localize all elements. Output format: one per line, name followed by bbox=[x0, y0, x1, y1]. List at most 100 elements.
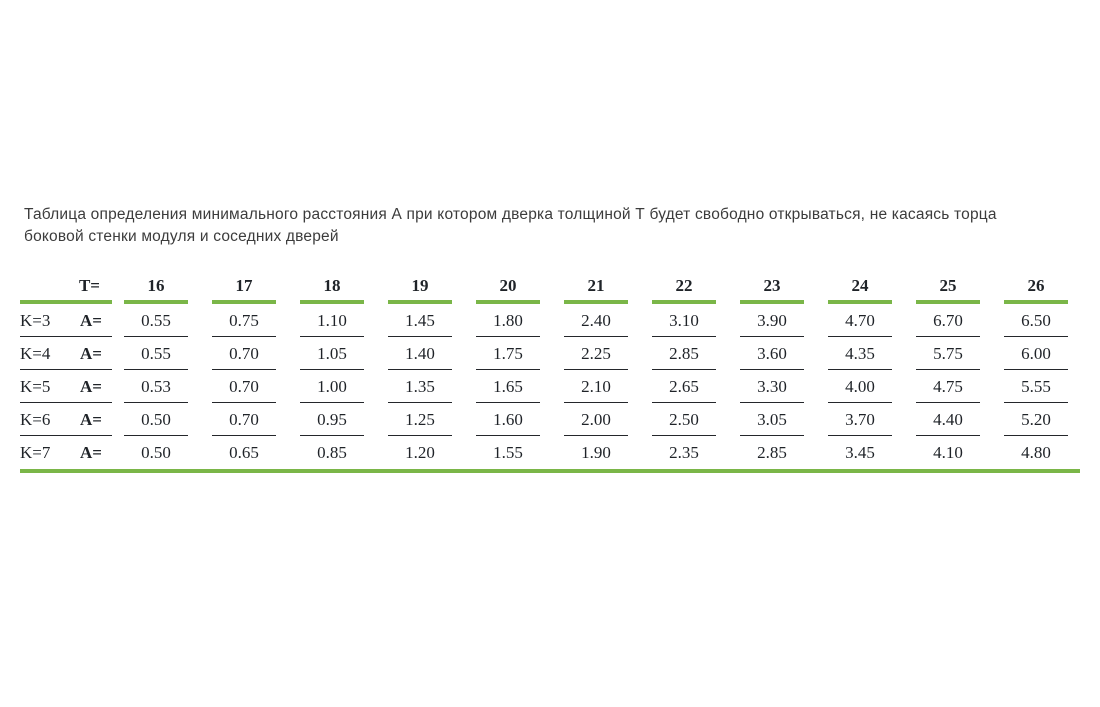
row-a-label: A= bbox=[80, 377, 102, 396]
value-text: 1.10 bbox=[300, 311, 364, 337]
header-label: 17 bbox=[212, 276, 276, 304]
row-label-cell: K=6 A= bbox=[20, 410, 112, 436]
row-k-label: K=4 bbox=[20, 344, 51, 363]
value-text: 0.53 bbox=[124, 377, 188, 403]
value-text: 4.00 bbox=[828, 377, 892, 403]
value-cell: 3.05 bbox=[728, 410, 816, 436]
row-a-label: A= bbox=[80, 443, 102, 462]
value-cell: 3.90 bbox=[728, 311, 816, 337]
value-text: 1.45 bbox=[388, 311, 452, 337]
value-cell: 1.10 bbox=[288, 311, 376, 337]
value-cell: 1.05 bbox=[288, 344, 376, 370]
value-cell: 0.95 bbox=[288, 410, 376, 436]
header-label: 23 bbox=[740, 276, 804, 304]
value-text: 2.85 bbox=[757, 443, 787, 462]
row-label: K=6 A= bbox=[20, 410, 112, 436]
value-text: 4.80 bbox=[1021, 443, 1051, 462]
value-text: 4.35 bbox=[828, 344, 892, 370]
row-k-label: K=3 bbox=[20, 311, 51, 330]
value-text: 2.65 bbox=[652, 377, 716, 403]
value-text: 0.50 bbox=[141, 443, 171, 462]
value-text: 1.05 bbox=[300, 344, 364, 370]
value-cell: 0.70 bbox=[200, 344, 288, 370]
row-label: K=5 A= bbox=[20, 377, 112, 403]
value-text: 1.55 bbox=[493, 443, 523, 462]
value-cell: 1.90 bbox=[552, 443, 640, 469]
header-cell: 26 bbox=[992, 276, 1080, 304]
row-label-cell: K=7 A= bbox=[20, 443, 112, 469]
header-cell: 18 bbox=[288, 276, 376, 304]
value-cell: 1.60 bbox=[464, 410, 552, 436]
value-cell: 1.55 bbox=[464, 443, 552, 469]
table-row: K=3 A= 0.55 0.75 1.10 1.45 1.80 2.40 3.10 3.90 4.7… bbox=[20, 304, 1080, 337]
value-text: 0.55 bbox=[124, 311, 188, 337]
value-cell: 4.75 bbox=[904, 377, 992, 403]
value-text: 1.40 bbox=[388, 344, 452, 370]
value-cell: 6.70 bbox=[904, 311, 992, 337]
header-cell: 17 bbox=[200, 276, 288, 304]
value-text: 0.95 bbox=[300, 410, 364, 436]
row-a-label: A= bbox=[80, 344, 102, 363]
header-label: 20 bbox=[476, 276, 540, 304]
value-text: 1.25 bbox=[388, 410, 452, 436]
value-cell: 2.50 bbox=[640, 410, 728, 436]
header-cell: 19 bbox=[376, 276, 464, 304]
value-cell: 1.25 bbox=[376, 410, 464, 436]
value-cell: 4.00 bbox=[816, 377, 904, 403]
value-cell: 0.65 bbox=[200, 443, 288, 469]
row-label-cell: K=5 A= bbox=[20, 377, 112, 403]
value-text: 0.70 bbox=[212, 344, 276, 370]
value-text: 3.10 bbox=[652, 311, 716, 337]
header-label: 19 bbox=[388, 276, 452, 304]
value-text: 0.65 bbox=[229, 443, 259, 462]
value-text: 3.60 bbox=[740, 344, 804, 370]
value-cell: 4.10 bbox=[904, 443, 992, 469]
value-text: 0.70 bbox=[212, 377, 276, 403]
value-cell: 2.40 bbox=[552, 311, 640, 337]
table-row: K=5 A= 0.53 0.70 1.00 1.35 1.65 2.10 2.65 3.30 4.0… bbox=[20, 370, 1080, 403]
page-title: Таблица определения минимального расстоя… bbox=[24, 206, 997, 245]
value-cell: 2.35 bbox=[640, 443, 728, 469]
value-cell: 3.10 bbox=[640, 311, 728, 337]
value-cell: 4.40 bbox=[904, 410, 992, 436]
value-cell: 5.55 bbox=[992, 377, 1080, 403]
header-cell: 25 bbox=[904, 276, 992, 304]
value-cell: 1.00 bbox=[288, 377, 376, 403]
value-cell: 2.85 bbox=[728, 443, 816, 469]
value-cell: 2.00 bbox=[552, 410, 640, 436]
value-cell: 0.85 bbox=[288, 443, 376, 469]
value-text: 1.75 bbox=[476, 344, 540, 370]
row-k-label: K=7 bbox=[20, 443, 51, 462]
value-text: 6.00 bbox=[1004, 344, 1068, 370]
value-text: 2.00 bbox=[564, 410, 628, 436]
corner-label: T= bbox=[20, 276, 112, 304]
row-label-cell: K=3 A= bbox=[20, 311, 112, 337]
value-cell: 3.30 bbox=[728, 377, 816, 403]
value-cell: 1.35 bbox=[376, 377, 464, 403]
row-label: K=7 A= bbox=[20, 443, 112, 469]
value-text: 0.85 bbox=[317, 443, 347, 462]
value-cell: 4.70 bbox=[816, 311, 904, 337]
table-row: K=6 A= 0.50 0.70 0.95 1.25 1.60 2.00 2.50 3.05 3.7… bbox=[20, 403, 1080, 436]
value-cell: 3.70 bbox=[816, 410, 904, 436]
value-cell: 0.70 bbox=[200, 410, 288, 436]
value-text: 2.35 bbox=[669, 443, 699, 462]
row-k-label: K=6 bbox=[20, 410, 51, 429]
row-k-label: K=5 bbox=[20, 377, 51, 396]
value-text: 2.85 bbox=[652, 344, 716, 370]
value-text: 3.90 bbox=[740, 311, 804, 337]
value-cell: 2.65 bbox=[640, 377, 728, 403]
value-cell: 1.65 bbox=[464, 377, 552, 403]
row-label-cell: K=4 A= bbox=[20, 344, 112, 370]
value-text: 4.75 bbox=[916, 377, 980, 403]
value-text: 4.40 bbox=[916, 410, 980, 436]
value-cell: 0.55 bbox=[112, 311, 200, 337]
header-cell: 21 bbox=[552, 276, 640, 304]
header-label: 16 bbox=[124, 276, 188, 304]
value-text: 2.25 bbox=[564, 344, 628, 370]
header-cell: 23 bbox=[728, 276, 816, 304]
row-a-label: A= bbox=[80, 410, 102, 429]
value-text: 3.70 bbox=[828, 410, 892, 436]
header-cell: 20 bbox=[464, 276, 552, 304]
value-text: 0.55 bbox=[124, 344, 188, 370]
